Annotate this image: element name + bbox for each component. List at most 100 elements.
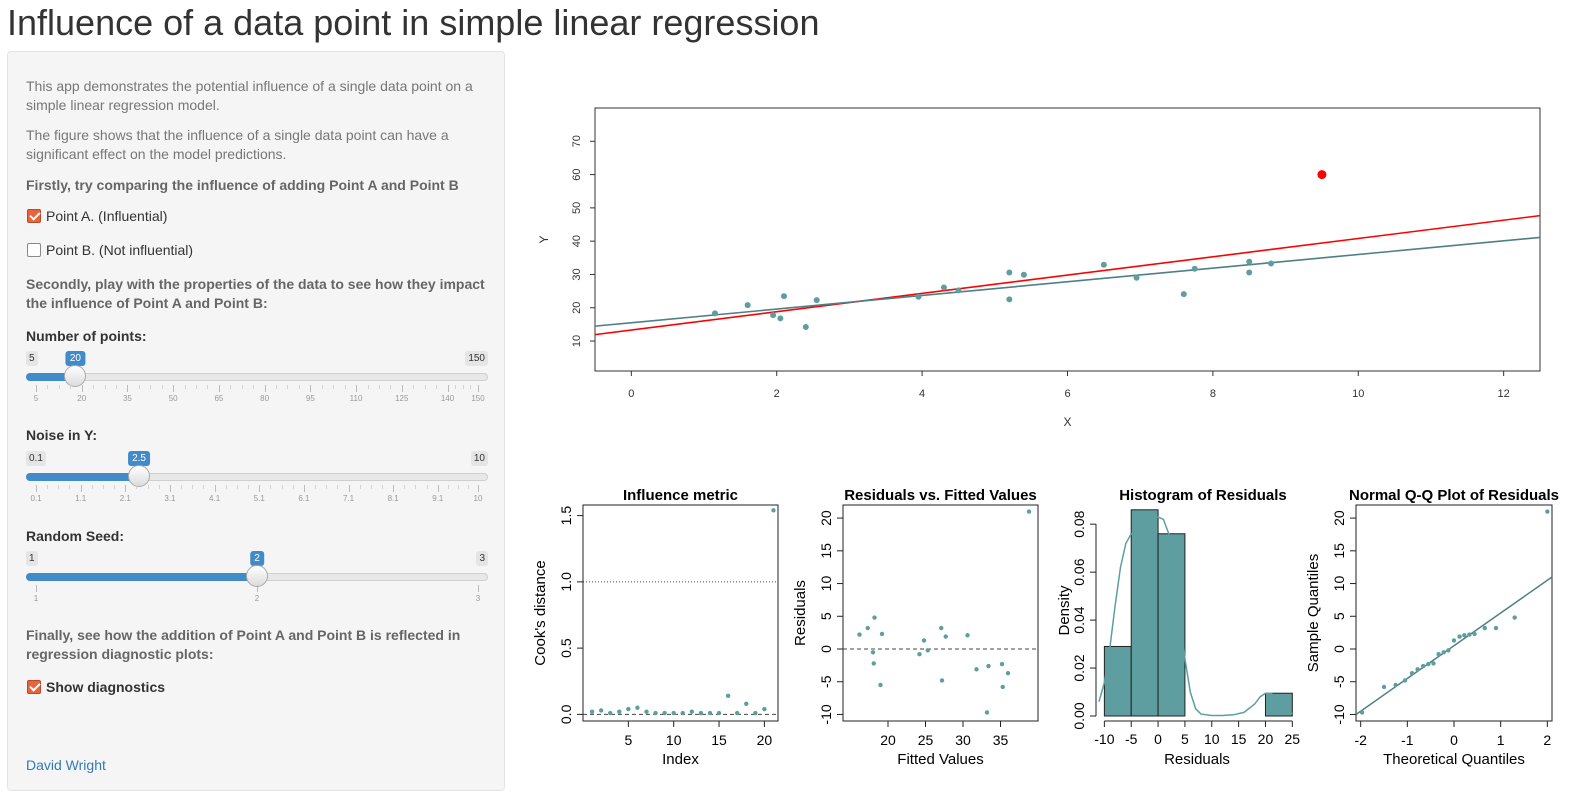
- slider-minor-tick: [114, 485, 116, 489]
- y-tick-label: 50: [571, 202, 583, 214]
- show-diagnostics-checkbox[interactable]: Show diagnostics: [27, 677, 165, 697]
- slider-minor-tick: [181, 485, 183, 489]
- slider-value-label: 20: [65, 351, 85, 366]
- residual-point: [917, 652, 922, 657]
- slider-minor-tick: [104, 385, 106, 389]
- qq-point: [1446, 648, 1451, 653]
- step2-instruction: Secondly, play with the properties of th…: [26, 276, 485, 311]
- x-tick-label: 1: [1497, 732, 1505, 748]
- cooks-point: [698, 710, 704, 716]
- y-tick-label: 70: [571, 135, 583, 147]
- qq-point: [1512, 615, 1517, 620]
- slider-tick-label: 1: [33, 594, 39, 603]
- slider-minor-tick: [413, 385, 415, 389]
- cooks-point: [762, 706, 767, 712]
- point-b-checkbox[interactable]: Point B. (Not influential): [27, 240, 193, 260]
- point-a-check-icon[interactable]: [27, 209, 41, 223]
- residual-point: [1000, 684, 1005, 690]
- residual-point: [939, 625, 944, 631]
- qq-point: [1441, 650, 1446, 655]
- point-a-checkbox[interactable]: Point A. (Influential): [27, 206, 167, 226]
- slider-tick-label: 125: [395, 394, 409, 403]
- qq-point: [1467, 632, 1472, 637]
- slider-minor-tick: [184, 385, 186, 389]
- point-b-check-icon[interactable]: [27, 243, 41, 257]
- slider-tick: [127, 385, 129, 392]
- y-axis-label: Y: [537, 235, 551, 243]
- slider-handle[interactable]: [64, 365, 87, 387]
- slider-handle[interactable]: [246, 565, 268, 587]
- residual-point: [1005, 671, 1011, 676]
- point-b-label[interactable]: Point B. (Not influential): [46, 242, 194, 258]
- point-a-label[interactable]: Point A. (Influential): [46, 208, 168, 224]
- data-point: [1191, 265, 1198, 272]
- y-tick-label: 20: [1331, 510, 1347, 526]
- slider-minor-tick: [150, 385, 152, 389]
- slider-tick-label: 95: [305, 394, 315, 403]
- cooks-point: [671, 710, 676, 716]
- slider-tick: [310, 385, 312, 392]
- slider-minor-tick: [344, 385, 346, 389]
- data-point: [1246, 269, 1253, 276]
- residual-point: [986, 663, 991, 669]
- slider-fill: [26, 473, 140, 481]
- slider-minor-tick: [70, 385, 72, 389]
- y-tick-label: 0: [1331, 645, 1347, 653]
- y-tick-label: 60: [571, 168, 583, 180]
- slider-tick-label: 140: [440, 394, 455, 403]
- plot-frame: [582, 504, 779, 722]
- x-axis-label: Index: [662, 751, 699, 768]
- author-link[interactable]: David Wright: [26, 757, 106, 773]
- slider-track[interactable]: [26, 373, 488, 381]
- slider-tick-label: 1.1: [75, 494, 87, 503]
- show-diagnostics-check-icon[interactable]: [27, 680, 41, 694]
- slider-tick: [173, 385, 175, 392]
- slider-minor-tick: [276, 385, 278, 389]
- noise-slider[interactable]: 0.1 10 2.5 0.1 1.1 2.1 3.1 4.1 5.1 6.1 7.1 8.1 9.…: [26, 451, 488, 521]
- histogram-of-residuals-plot: Histogram of Residuals -10 -5 0 5 10 15 20 25 0.0…: [1056, 487, 1300, 768]
- slider-tick-label: 110: [349, 394, 363, 403]
- slider-tick: [81, 385, 83, 392]
- slider-minor-tick: [462, 385, 464, 389]
- x-axis-label: Theoretical Quantiles: [1383, 751, 1525, 768]
- slider-grid: 1 2 3: [26, 585, 488, 605]
- plot-title: Residuals vs. Fitted Values: [844, 487, 1037, 504]
- qq-point: [1421, 663, 1426, 669]
- show-diagnostics-label[interactable]: Show diagnostics: [46, 679, 166, 695]
- x-tick-label: 5: [1181, 731, 1189, 747]
- slider-minor-tick: [424, 385, 426, 389]
- data-point: [1100, 261, 1107, 268]
- num-points-slider[interactable]: 5 150 20 5 20 35 50 65 80 95 110 125 140 150: [26, 351, 488, 421]
- slider-minor-tick: [415, 485, 417, 489]
- data-point: [1180, 291, 1187, 298]
- x-tick-label: 35: [993, 732, 1009, 748]
- x-tick-label: 25: [918, 732, 934, 748]
- slider-minor-tick: [382, 485, 383, 489]
- data-point: [1246, 258, 1253, 265]
- slider-minor-tick: [321, 385, 323, 389]
- slider-handle[interactable]: [128, 465, 151, 487]
- slider-minor-tick: [192, 485, 194, 489]
- y-tick-label: 0.0: [558, 704, 574, 724]
- qq-point: [1472, 631, 1477, 637]
- seed-slider[interactable]: 1 3 2 1 2 3: [26, 551, 488, 621]
- slider-minor-tick: [367, 385, 369, 389]
- qq-point: [1359, 710, 1365, 715]
- qq-point: [1415, 667, 1420, 672]
- y-tick-label: -10: [818, 704, 834, 724]
- data-point: [813, 297, 820, 304]
- slider-minor-tick: [315, 485, 317, 489]
- x-tick-label: 2: [1543, 732, 1551, 748]
- slider-fill: [26, 573, 257, 581]
- influence-metric-plot: Influence metric 5 10 15 20 0.0 0.5 1.0 1.5 Index…: [533, 487, 779, 768]
- slider-minor-tick: [102, 485, 104, 489]
- cooks-point: [753, 710, 758, 716]
- y-axis-label: Density: [1056, 585, 1073, 636]
- y-tick-label: 0.06: [1071, 558, 1087, 585]
- slider-tick-label: 2: [254, 594, 260, 603]
- data-point: [1020, 271, 1027, 278]
- residual-point: [857, 632, 862, 637]
- slider-minor-tick: [455, 385, 457, 389]
- y-axis-label: Cook's distance: [533, 560, 549, 665]
- slider-minor-tick: [390, 385, 392, 389]
